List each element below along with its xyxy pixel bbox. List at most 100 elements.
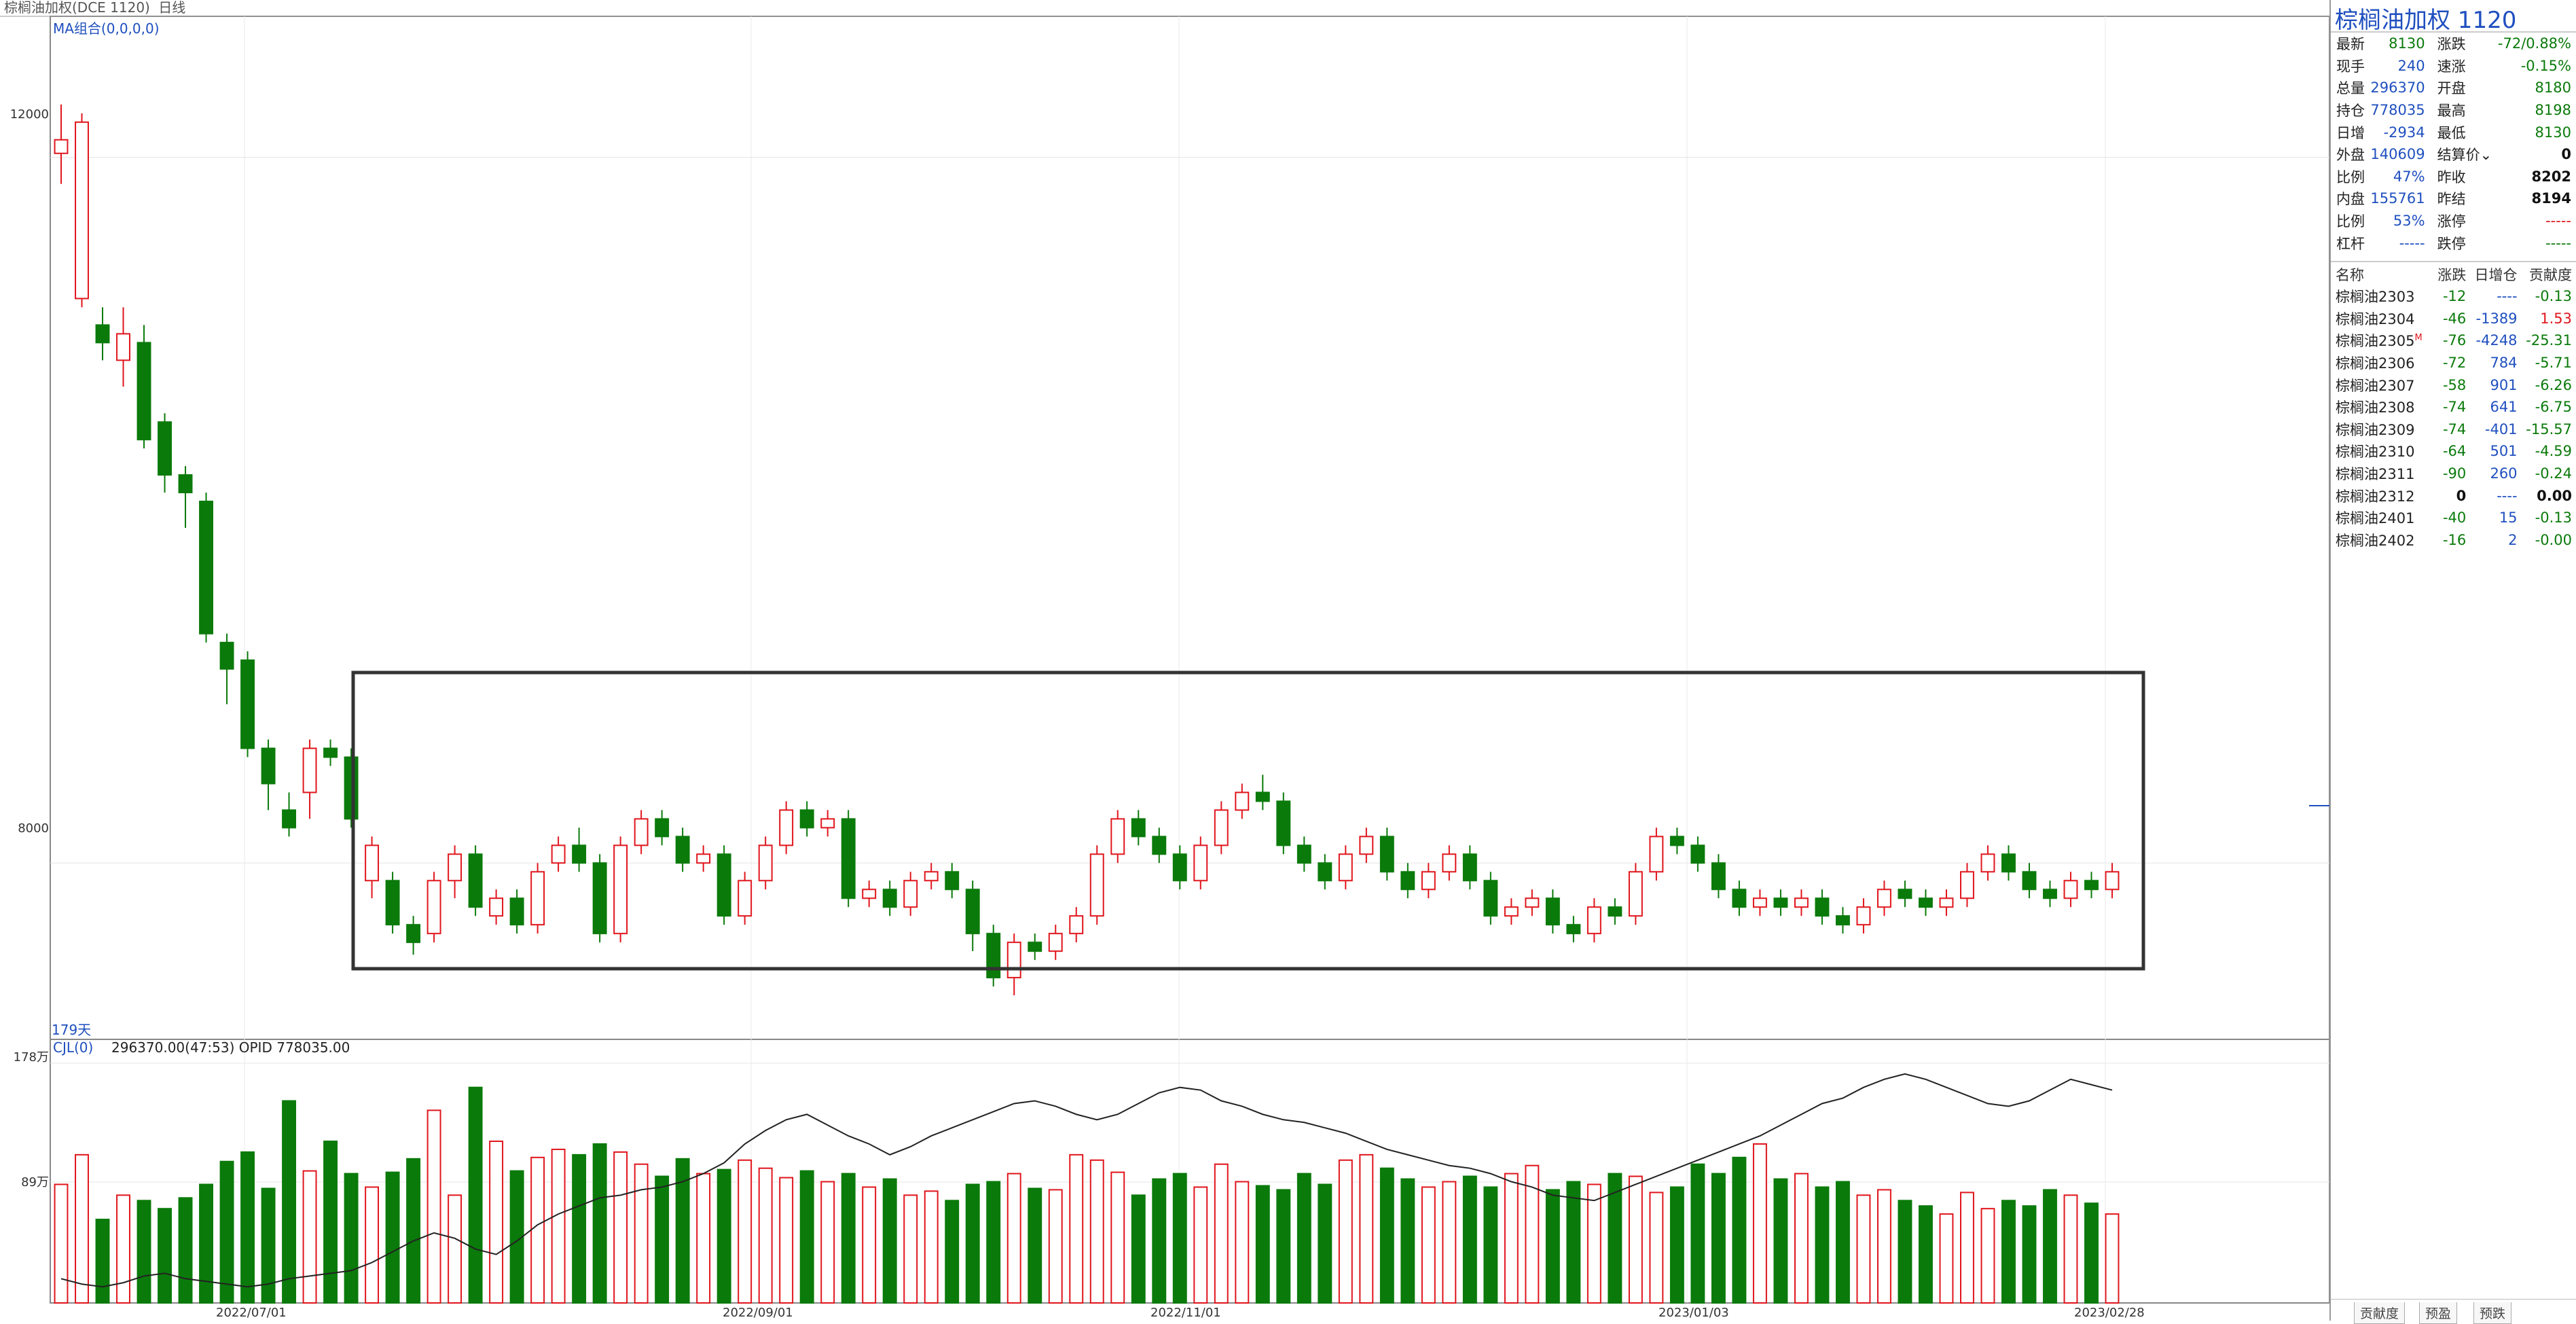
contract-oi-change: 501: [2490, 443, 2518, 460]
volume-bar: [95, 1219, 110, 1304]
volume-bar: [1193, 1186, 1208, 1304]
candle-body: [738, 880, 752, 917]
volume-bar: [1069, 1153, 1084, 1304]
quote-value: -2934: [2383, 124, 2425, 141]
volume-bar: [427, 1109, 441, 1304]
candle-body: [1421, 871, 1436, 891]
contract-row[interactable]: 棕榈油2312 0 ---- 0.00: [2334, 484, 2574, 507]
candle-body: [1545, 897, 1560, 926]
quote-label: 速涨: [2437, 58, 2466, 75]
candle-body: [2001, 853, 2016, 873]
tab-contribution[interactable]: 贡献度: [2354, 1302, 2406, 1324]
volume-bar: [178, 1197, 193, 1304]
contract-change: -64: [2442, 443, 2467, 460]
quote-row: 持仓 778035 最高 8198: [2334, 99, 2574, 122]
volume-bar: [1379, 1167, 1394, 1304]
chart-area[interactable]: 棕榈油加权(DCE 1120) 日线 MA组合(0,0,0,0) 179天 CJ…: [0, 0, 2329, 1321]
candle-body: [634, 818, 649, 846]
range-box: [351, 670, 2145, 971]
volume-bar: [1608, 1173, 1622, 1304]
tab-expected-loss[interactable]: 预跌: [2473, 1302, 2512, 1324]
candle-body: [530, 871, 545, 926]
contract-name: 棕榈油2303: [2334, 285, 2433, 308]
volume-bar: [675, 1158, 690, 1304]
candle-body: [509, 897, 524, 926]
contract-name: 棕榈油2310: [2334, 440, 2433, 463]
contract-row[interactable]: 棕榈油2311 -90 260 -0.24: [2334, 463, 2574, 485]
volume-bar: [1131, 1194, 1146, 1304]
candle-body: [1152, 836, 1167, 855]
candle-body: [1006, 942, 1021, 979]
contract-contribution: -0.24: [2535, 465, 2572, 482]
volume-bar: [1276, 1189, 1291, 1304]
candle-body: [1980, 853, 1995, 873]
volume-bar: [1773, 1178, 1788, 1304]
contract-row[interactable]: 棕榈油2303 -12 ---- -0.13: [2334, 285, 2574, 308]
contract-row[interactable]: 棕榈油2309 -74 -401 -15.57: [2334, 418, 2574, 441]
column-header[interactable]: 名称: [2336, 267, 2364, 283]
volume-bar: [1586, 1183, 1601, 1304]
quote-label: 开盘: [2437, 80, 2466, 97]
volume-bar: [1815, 1186, 1830, 1304]
contract-contribution: -6.26: [2535, 376, 2572, 393]
candle-body: [178, 474, 193, 494]
volume-bar: [302, 1170, 317, 1304]
contract-row[interactable]: 棕榈油2305M -76 -4248 -25.31: [2334, 329, 2574, 352]
candlestick-chart[interactable]: [0, 0, 2329, 1321]
ma-indicator-label[interactable]: MA组合(0,0,0,0): [53, 20, 160, 37]
contract-row[interactable]: 棕榈油2307 -58 901 -6.26: [2334, 374, 2574, 396]
cjl-indicator-label[interactable]: CJL(0): [53, 1039, 94, 1056]
period-selector[interactable]: 日线: [158, 0, 186, 16]
candle-body: [903, 880, 918, 908]
candle-body: [1193, 844, 1208, 882]
column-header[interactable]: 涨跌: [2437, 267, 2467, 283]
quote-label: 内盘: [2336, 191, 2365, 208]
contract-name-text: 棕榈油2307: [2336, 377, 2415, 394]
quote-value: -72/0.88%: [2497, 35, 2571, 52]
candle-body: [1711, 862, 1726, 891]
volume-bar: [1566, 1181, 1581, 1304]
contract-change: -72: [2442, 355, 2467, 372]
tab-expected-gain[interactable]: 预盈: [2419, 1302, 2458, 1324]
contract-row[interactable]: 棕榈油2401 -40 15 -0.13: [2334, 507, 2574, 529]
volume-bar: [1421, 1186, 1436, 1304]
contract-row[interactable]: 棕榈油2308 -74 641 -6.75: [2334, 396, 2574, 418]
volume-bar: [2022, 1205, 2037, 1304]
quote-value: -----: [2545, 234, 2571, 251]
quote-value: 8194: [2531, 190, 2571, 207]
contract-row[interactable]: 棕榈油2306 -72 784 -5.71: [2334, 352, 2574, 374]
contract-row[interactable]: 棕榈油2310 -64 501 -4.59: [2334, 440, 2574, 463]
quote-label: 持仓: [2336, 103, 2365, 120]
contract-contribution: 1.53: [2540, 310, 2572, 327]
contract-row[interactable]: 棕榈油2304 -46 -1389 1.53: [2334, 308, 2574, 330]
contract-oi-change: 2: [2508, 531, 2518, 548]
contract-oi-change: 15: [2499, 509, 2518, 526]
volume-bar: [1980, 1208, 1995, 1304]
candle-body: [1794, 897, 1809, 908]
volume-bar: [716, 1168, 731, 1304]
contract-change: -74: [2442, 421, 2467, 437]
quote-label: 跌停: [2437, 235, 2466, 252]
quote-row: 日增 -2934 最低 8130: [2334, 121, 2574, 143]
candle-body: [199, 501, 213, 634]
column-header[interactable]: 日增仓: [2474, 267, 2518, 283]
quote-value: 155761: [2370, 190, 2425, 207]
column-header[interactable]: 贡献度: [2529, 267, 2572, 283]
contract-contribution: -4.59: [2535, 443, 2572, 460]
contract-row[interactable]: 棕榈油2402 -16 2 -0.00: [2334, 529, 2574, 552]
candle-body: [1462, 853, 1477, 882]
quote-label: 总量: [2336, 80, 2365, 97]
volume-bar: [2084, 1202, 2099, 1304]
quote-value: -0.15%: [2520, 57, 2571, 74]
quote-value: 8202: [2531, 168, 2571, 185]
volume-bar: [986, 1181, 1001, 1304]
candle-body: [54, 139, 69, 154]
volume-bar: [1338, 1159, 1353, 1304]
volume-bar: [1690, 1163, 1705, 1304]
quote-label: 外盘: [2336, 147, 2365, 164]
contract-oi-change: ----: [2497, 288, 2518, 305]
quote-label: 杠杆: [2336, 235, 2365, 252]
volume-bar: [1525, 1164, 1540, 1304]
chart-topbar: 棕榈油加权(DCE 1120) 日线: [0, 0, 2329, 16]
volume-bar: [344, 1173, 359, 1304]
